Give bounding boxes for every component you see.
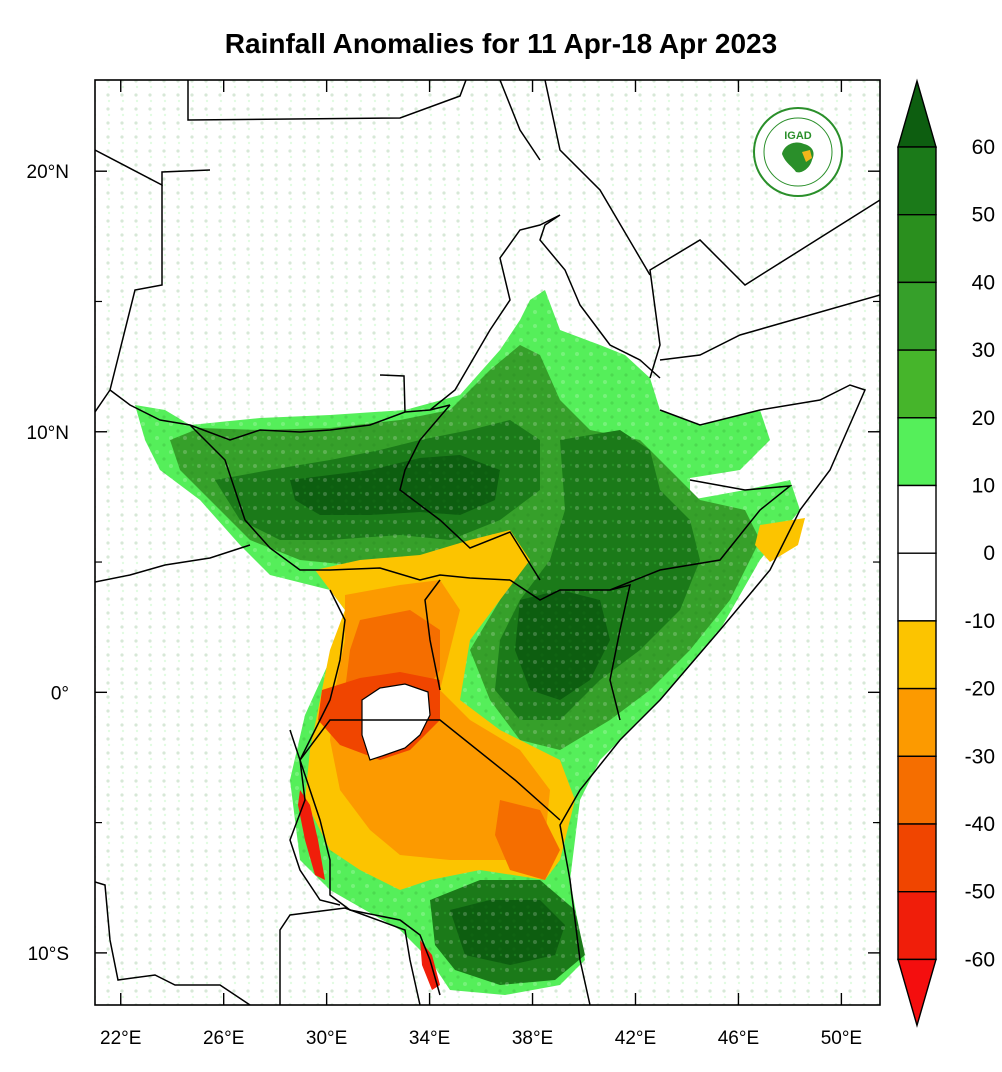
colorbar-label: -50 [965,881,995,904]
lon-tick-label: 34°E [409,1028,450,1049]
colorbar-label: -20 [965,678,995,701]
colorbar-label: -40 [965,813,995,836]
lon-tick-label: 22°E [100,1028,141,1049]
igad-logo: IGAD [753,107,843,197]
colorbar-box [897,687,937,757]
lat-axis: 20°N 10°N 0° 10°S [27,162,880,965]
colorbar-top-arrow [897,78,937,148]
lon-tick-label: 46°E [718,1028,759,1049]
colorbar-label: -60 [965,948,995,971]
lat-tick-label: 0° [51,683,69,704]
lon-tick-label: 38°E [512,1028,553,1049]
colorbar-box [897,281,937,351]
lon-axis: 22°E 26°E 30°E 34°E 38°E 42°E 46°E 50°E [100,80,862,1049]
colorbar-box [897,552,937,622]
lon-tick-label: 50°E [821,1028,862,1049]
lat-tick-label: 20°N [27,162,69,183]
anomaly-red-west-rift [298,790,325,880]
country-borders [95,80,880,1005]
colorbar-label: -10 [965,610,995,633]
colorbar-bottom-arrow [897,958,937,1028]
map-title: Rainfall Anomalies for 11 Apr-18 Apr 202… [224,28,778,59]
anomaly-yellow-somalia [755,518,805,562]
colorbar-box [897,620,937,690]
anomaly-field [95,80,880,1005]
lon-tick-label: 42°E [615,1028,656,1049]
lon-tick-label: 30°E [306,1028,347,1049]
colorbar-box [897,484,937,554]
colorbar-label: 60 [972,136,995,159]
colorbar-box [897,823,937,893]
plot-frame [94,79,881,1006]
colorbar-label: 50 [972,204,995,227]
colorbar-box [897,755,937,825]
anomaly-orange-coast [495,800,560,880]
colorbar-box [897,213,937,284]
colorbar: 60 50 40 30 20 10 0 -10 -20 -30 -40 -50 -60 [897,78,995,1028]
colorbar-box [897,349,937,419]
lake-victoria [361,683,431,761]
logo-text: IGAD [784,130,812,142]
colorbar-label: 20 [972,407,995,430]
colorbar-label: 10 [972,475,995,498]
lat-tick-label: 10°N [27,423,69,444]
colorbar-box [897,146,937,216]
colorbar-label: -30 [965,745,995,768]
colorbar-label: 0 [983,542,995,565]
colorbar-label: 30 [972,339,995,362]
lon-tick-label: 26°E [203,1028,244,1049]
colorbar-box [897,417,937,487]
colorbar-label: 40 [972,271,995,294]
lat-tick-label: 10°S [28,944,69,965]
colorbar-box [897,891,937,961]
